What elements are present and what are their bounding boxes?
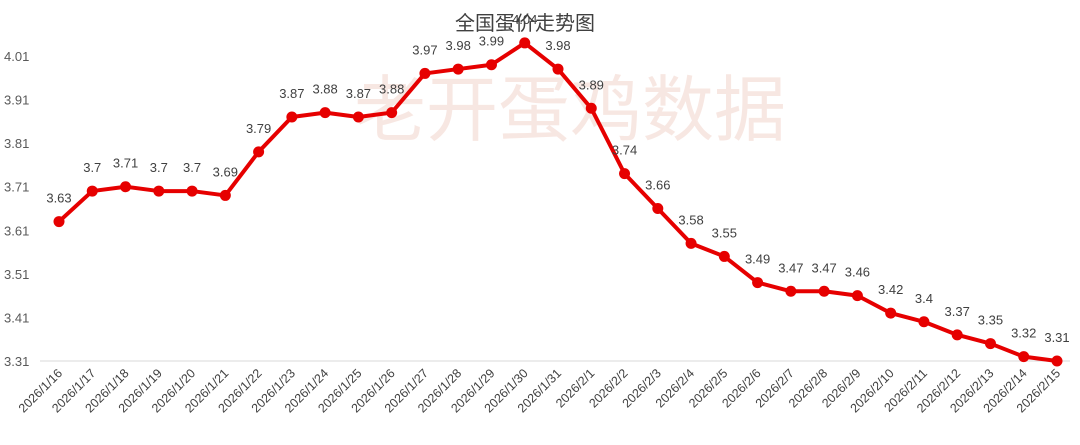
data-point <box>718 250 730 262</box>
data-point <box>86 185 98 197</box>
data-point <box>519 37 531 49</box>
data-label: 3.47 <box>778 260 803 275</box>
data-point <box>219 189 231 201</box>
data-label: 3.97 <box>412 42 437 57</box>
data-label: 3.88 <box>312 82 337 97</box>
data-point <box>984 338 996 350</box>
data-label: 3.88 <box>379 82 404 97</box>
data-label: 3.7 <box>83 160 101 175</box>
data-label: 3.31 <box>1044 330 1069 345</box>
data-point <box>752 277 764 289</box>
data-point <box>286 111 298 123</box>
data-label: 3.99 <box>479 34 504 49</box>
y-axis: 3.31 3.41 3.51 3.61 3.71 3.81 3.91 4.01 <box>4 49 29 369</box>
data-label: 3.98 <box>545 38 570 53</box>
y-tick-label: 3.31 <box>4 354 29 369</box>
data-point <box>1018 351 1030 363</box>
data-label: 3.7 <box>183 160 201 175</box>
data-point <box>53 216 65 228</box>
x-axis: 2026/1/162026/1/172026/1/182026/1/192026… <box>16 366 1063 415</box>
data-point <box>785 285 797 297</box>
data-point <box>153 185 165 197</box>
data-point <box>619 168 631 180</box>
data-point <box>419 67 431 79</box>
y-tick-label: 3.61 <box>4 223 29 238</box>
data-points <box>53 37 1063 367</box>
data-label: 3.87 <box>279 86 304 101</box>
data-point <box>485 59 497 71</box>
data-label: 3.49 <box>745 252 770 267</box>
data-label: 3.58 <box>678 212 703 227</box>
data-point <box>352 111 364 123</box>
data-label: 3.74 <box>612 143 637 158</box>
data-point <box>452 63 464 75</box>
data-label: 3.66 <box>645 178 670 193</box>
data-point <box>951 329 963 341</box>
data-label: 3.37 <box>945 304 970 319</box>
data-point <box>685 237 697 249</box>
data-point <box>851 290 863 302</box>
y-tick-label: 3.41 <box>4 310 29 325</box>
data-label: 3.79 <box>246 121 271 136</box>
data-label: 3.63 <box>46 191 71 206</box>
data-labels: 3.63 3.7 3.71 3.7 3.7 3.69 3.79 3.87 3.88 3.87 3.8… <box>46 12 1069 345</box>
data-label: 3.87 <box>346 86 371 101</box>
chart-title: 全国蛋价走势图 <box>455 11 595 35</box>
data-point <box>120 181 132 193</box>
data-label: 3.42 <box>878 282 903 297</box>
data-label: 3.71 <box>113 156 138 171</box>
data-point <box>652 203 664 214</box>
data-label: 3.4 <box>915 291 933 306</box>
data-label: 3.55 <box>712 225 737 240</box>
data-point <box>319 107 331 119</box>
data-label: 3.7 <box>150 160 168 175</box>
data-point <box>253 146 265 158</box>
data-point <box>818 285 830 297</box>
data-point <box>585 102 597 114</box>
data-point <box>186 185 198 197</box>
y-tick-label: 3.81 <box>4 136 29 151</box>
data-label: 3.89 <box>579 77 604 92</box>
data-point <box>386 107 398 119</box>
data-point <box>552 63 564 75</box>
y-tick-label: 3.91 <box>4 93 29 108</box>
y-tick-label: 3.51 <box>4 267 29 282</box>
data-label: 3.69 <box>213 164 238 179</box>
data-label: 3.35 <box>978 313 1003 328</box>
data-label: 3.98 <box>446 38 471 53</box>
y-tick-label: 3.71 <box>4 180 29 195</box>
data-label: 4.04 <box>512 12 537 27</box>
data-label: 3.46 <box>845 265 870 280</box>
data-point <box>918 316 930 328</box>
data-label: 3.32 <box>1011 326 1036 341</box>
data-label: 3.47 <box>811 260 836 275</box>
y-tick-label: 4.01 <box>4 49 29 64</box>
data-point <box>885 307 897 319</box>
data-point <box>1051 355 1063 367</box>
